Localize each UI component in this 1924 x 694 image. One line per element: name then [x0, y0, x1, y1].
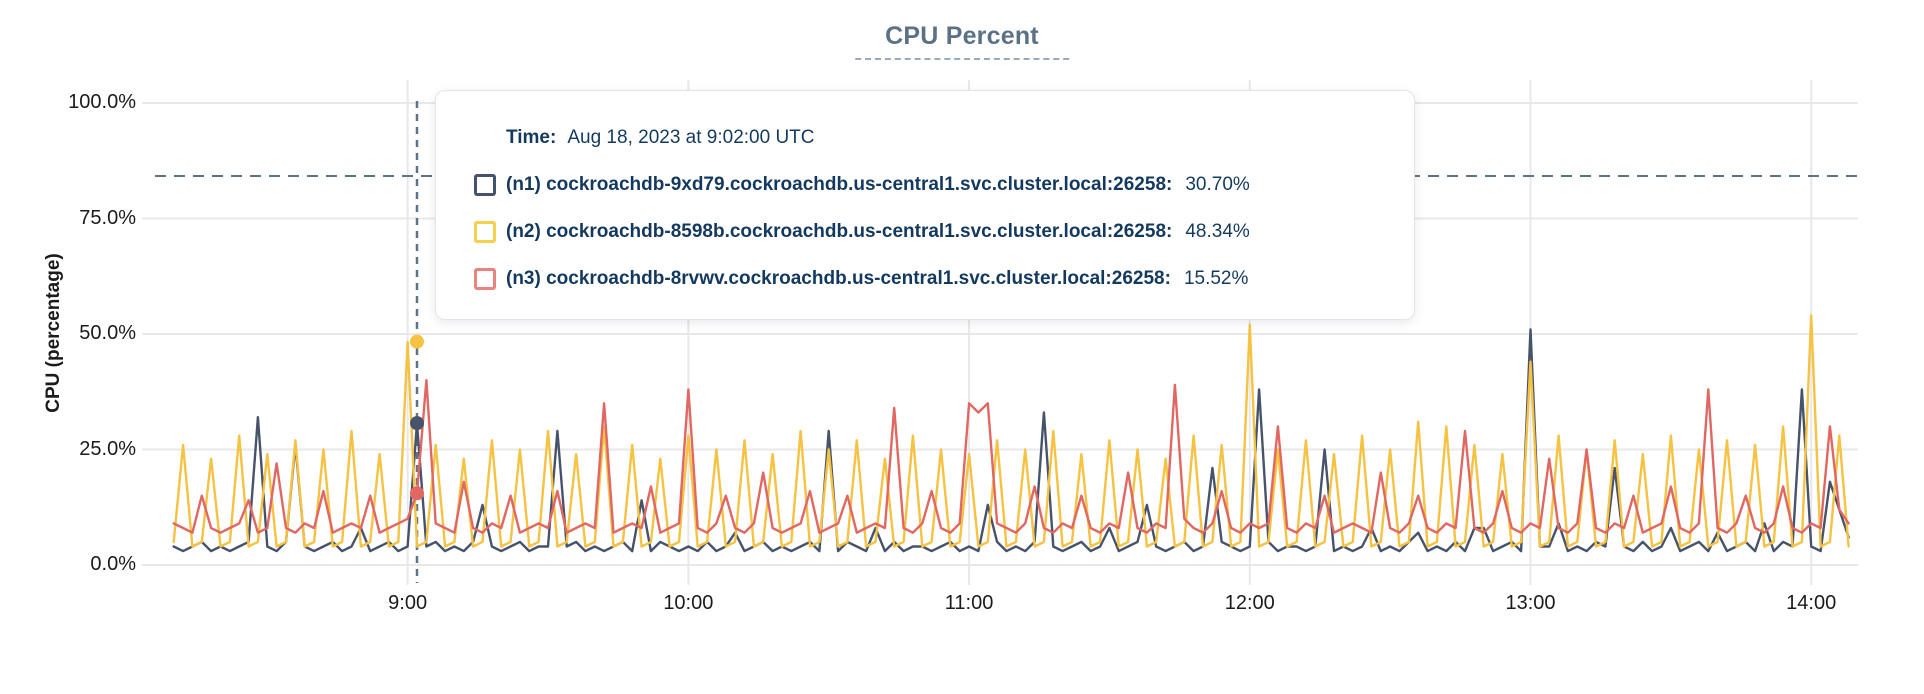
x-tick-label: 9:00	[388, 592, 428, 614]
legend-swatch-n2	[474, 220, 496, 243]
y-tick-label: 75.0%	[79, 206, 136, 229]
hover-dot-n3	[410, 486, 424, 501]
legend-value-n3: 15.52%	[1183, 267, 1249, 289]
y-tick-label: 100.0%	[68, 91, 136, 113]
hover-dot-n1	[410, 416, 424, 431]
x-tick-label: 11:00	[944, 592, 994, 614]
x-tick-label: 13:00	[1505, 592, 1556, 614]
tooltip-time-value: Aug 18, 2023 at 9:02:00 UTC	[567, 126, 815, 148]
tooltip-time-label: Time:	[506, 126, 557, 148]
hover-tooltip: Time: Aug 18, 2023 at 9:02:00 UTC (n1) c…	[435, 90, 1415, 320]
tooltip-time-row: Time: Aug 18, 2023 at 9:02:00 UTC	[474, 114, 1414, 161]
legend-row-n2: (n2) cockroachdb-8598b.cockroachdb.us-ce…	[474, 208, 1414, 255]
y-tick-label: 0.0%	[90, 553, 136, 575]
series-line-n2	[172, 314, 1850, 548]
y-tick-label: 50.0%	[79, 322, 136, 344]
x-tick-label: 14:00	[1786, 592, 1837, 614]
legend-swatch-n1	[474, 173, 496, 196]
legend-value-n2: 48.34%	[1185, 220, 1250, 242]
legend-label-n3: (n3) cockroachdb-8rvwv.cockroachdb.us-ce…	[506, 267, 1171, 289]
legend-label-n1: (n1) cockroachdb-9xd79.cockroachdb.us-ce…	[506, 173, 1173, 195]
chart-title: CPU Percent	[855, 22, 1069, 60]
legend-value-n1: 30.70%	[1185, 173, 1250, 195]
series-line-n1	[172, 328, 1850, 553]
x-tick-label: 12:00	[1224, 592, 1275, 614]
hover-dot-n2	[410, 334, 424, 349]
series-line-n3	[172, 379, 1850, 534]
y-tick-label: 25.0%	[79, 437, 136, 460]
legend-label-n2: (n2) cockroachdb-8598b.cockroachdb.us-ce…	[506, 220, 1173, 242]
x-tick-label: 10:00	[663, 592, 714, 614]
legend-swatch-n3	[474, 267, 496, 290]
legend-row-n1: (n1) cockroachdb-9xd79.cockroachdb.us-ce…	[474, 161, 1414, 208]
legend-row-n3: (n3) cockroachdb-8rvwv.cockroachdb.us-ce…	[474, 255, 1414, 302]
